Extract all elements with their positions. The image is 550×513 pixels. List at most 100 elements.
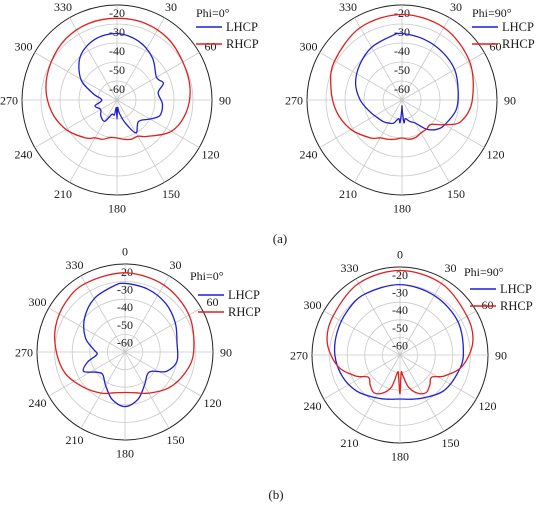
angle-tick-label: 30: [450, 0, 462, 14]
radial-tick-label: -40: [394, 44, 410, 58]
angle-tick-label: 330: [341, 261, 359, 275]
series-lhcp-curve: [354, 32, 459, 131]
angle-tick-label: 180: [391, 450, 409, 464]
radial-tick-label: -20: [117, 265, 133, 279]
polar-spoke: [80, 275, 126, 353]
legend-label-lhcp: LHCP: [228, 288, 260, 302]
series-rhcp-curve: [326, 269, 474, 395]
radial-tick-label: -60: [109, 82, 125, 96]
legend-label-rhcp: RHCP: [228, 305, 261, 319]
angle-tick-label: 300: [29, 295, 47, 309]
series-lhcp-curve: [78, 32, 165, 134]
angle-tick-label: 120: [479, 399, 497, 413]
polar-spoke: [48, 307, 126, 353]
legend-label-lhcp: LHCP: [502, 20, 534, 34]
angle-tick-label: 60: [205, 40, 217, 54]
polar-spoke: [124, 275, 170, 353]
angle-tick-label: 300: [15, 40, 33, 54]
polar-spoke: [399, 278, 445, 356]
angle-tick-label: 30: [165, 0, 177, 14]
polar-spoke: [124, 351, 170, 429]
radial-tick-label: -60: [392, 338, 408, 352]
legend-label-lhcp: LHCP: [226, 20, 258, 34]
angle-tick-label: 330: [339, 0, 357, 14]
radial-tick-label: -20: [394, 6, 410, 20]
angle-tick-label: 270: [285, 94, 303, 108]
polar-spoke: [80, 351, 126, 429]
polar-spoke: [48, 351, 126, 397]
angle-tick-label: 60: [482, 298, 494, 312]
polar-spoke: [323, 310, 401, 356]
angle-tick-label: 90: [495, 349, 507, 363]
angle-tick-label: 150: [447, 187, 465, 201]
polar-spoke: [69, 99, 118, 183]
legend-label-rhcp: RHCP: [226, 37, 259, 51]
phi-annotation: Phi=0°: [196, 6, 230, 20]
angle-tick-label: 330: [66, 258, 84, 272]
angle-tick-label: 60: [207, 295, 219, 309]
polar-spoke: [34, 99, 118, 148]
angle-tick-label: 0: [397, 248, 403, 262]
panel-a-left: 0306090120150180210240270300330-20-30-40…: [0, 0, 259, 216]
angle-tick-label: 30: [170, 258, 182, 272]
angle-tick-label: 270: [0, 94, 18, 108]
angle-tick-label: 330: [54, 0, 72, 14]
polar-spoke: [401, 17, 450, 101]
polar-spoke: [355, 354, 401, 432]
radial-tick-label: -60: [117, 335, 133, 349]
caption-a: (a): [273, 231, 287, 246]
angle-tick-label: 240: [304, 399, 322, 413]
radial-tick-label: -20: [392, 268, 408, 282]
series-rhcp-curve: [45, 17, 191, 141]
polar-spoke: [399, 310, 477, 356]
radial-tick-label: -50: [392, 321, 408, 335]
angle-tick-label: 120: [204, 396, 222, 410]
angle-tick-label: 210: [339, 187, 357, 201]
angle-tick-label: 240: [300, 148, 318, 162]
angle-tick-label: 90: [219, 94, 231, 108]
polar-spoke: [319, 99, 403, 148]
phi-annotation: Phi=0°: [190, 269, 224, 283]
angle-tick-label: 60: [490, 40, 502, 54]
legend-label-rhcp: RHCP: [502, 37, 535, 51]
legend-label-lhcp: LHCP: [500, 282, 532, 296]
radial-tick-label: -50: [394, 63, 410, 77]
radial-tick-label: -50: [117, 318, 133, 332]
angle-tick-label: 210: [341, 436, 359, 450]
series-rhcp-curve: [329, 13, 474, 141]
radial-tick-label: -30: [394, 25, 410, 39]
angle-tick-label: 180: [116, 447, 134, 461]
series-lhcp-curve: [333, 283, 465, 400]
radial-tick-label: -40: [392, 303, 408, 317]
angle-tick-label: 30: [445, 261, 457, 275]
radial-tick-label: -20: [109, 6, 125, 20]
angle-tick-label: 210: [54, 187, 72, 201]
polar-spoke: [34, 52, 118, 101]
polar-spoke: [401, 52, 485, 101]
polar-spoke: [319, 52, 403, 101]
angle-tick-label: 120: [487, 148, 505, 162]
angle-tick-label: 150: [442, 436, 460, 450]
phi-annotation: Phi=90°: [464, 265, 504, 279]
polar-spoke: [355, 278, 401, 356]
polar-spoke: [116, 99, 200, 148]
panel-a-right: 0306090120150180210240270300330-20-30-40…: [285, 0, 535, 216]
angle-tick-label: 240: [29, 396, 47, 410]
angle-tick-label: 90: [504, 94, 516, 108]
angle-tick-label: 0: [122, 245, 128, 259]
panel-b-right: 0 30 60 90 120 150 180 210 240 270 300 330 -20 -30 -40…: [290, 248, 533, 464]
angle-tick-label: 150: [162, 187, 180, 201]
angle-tick-label: 240: [15, 148, 33, 162]
series-lhcp-curve: [82, 282, 179, 408]
polar-spoke: [354, 17, 403, 101]
angle-tick-label: 300: [300, 40, 318, 54]
angle-tick-label: 180: [108, 202, 126, 216]
polar-spoke: [354, 99, 403, 183]
panel-b-left: 0 30 60 90 120 150 180 210 240 270 300 330 -20 -30 -40…: [15, 245, 261, 461]
radial-tick-label: -30: [117, 283, 133, 297]
radial-tick-label: -50: [109, 63, 125, 77]
legend-label-rhcp: RHCP: [500, 299, 533, 313]
polar-spoke: [116, 17, 165, 101]
radial-tick-label: -30: [392, 286, 408, 300]
